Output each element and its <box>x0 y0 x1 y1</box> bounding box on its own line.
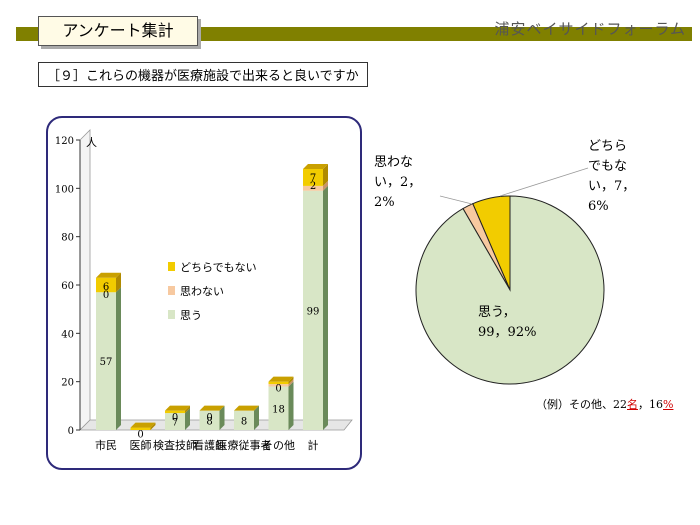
bar-data-label: 2 <box>310 181 316 192</box>
bar-side <box>219 405 225 430</box>
pie-slice-label: 2% <box>374 195 395 210</box>
bar-side <box>116 272 121 293</box>
bar-data-label: 99 <box>307 306 320 317</box>
legend-swatch <box>168 262 175 271</box>
pie-slice-label: 99，92% <box>478 325 536 340</box>
bar-top-cap <box>234 405 259 411</box>
x-category-label: 検査技師 <box>153 438 197 452</box>
pie-slice <box>415 195 605 385</box>
legend-swatch <box>168 310 175 319</box>
footnote: （例）その他、22名，16% <box>536 396 673 412</box>
x-category-label: その他 <box>262 439 295 452</box>
bar-side <box>288 381 294 430</box>
pie-slice-label: どちら <box>588 139 627 154</box>
bar-segment <box>130 427 151 430</box>
question-label: ［９］これらの機器が医療施設で出来ると良いですか <box>38 62 368 87</box>
pie-slice-label: でもな <box>588 159 627 174</box>
legend-label: 思わない <box>180 285 224 298</box>
bar-top-cap <box>130 422 156 428</box>
bar-data-label: 0 <box>137 430 143 441</box>
bar-segment <box>96 292 116 430</box>
bar-data-label: 0 <box>172 413 178 424</box>
pie-slice-label: い，7， <box>588 179 635 194</box>
bar-segment <box>234 410 254 430</box>
x-category-label: 看護師 <box>193 438 226 452</box>
bar-segment <box>303 190 323 430</box>
bar-segment <box>268 381 289 385</box>
bar-side <box>288 379 294 387</box>
y-tick-label: 120 <box>55 136 74 147</box>
footnote-pct: % <box>663 398 674 411</box>
y-tick-label: 80 <box>61 233 74 244</box>
bar-segment <box>303 169 323 186</box>
x-category-label: 市民 <box>95 438 117 452</box>
legend-swatch <box>168 286 175 295</box>
bar-side-wall <box>79 129 91 431</box>
footnote-prefix: （例）その他、22 <box>536 398 627 411</box>
brand-name: 浦安ベイサイドフォーラム <box>494 20 686 38</box>
pie-slice-label: い，2， <box>374 175 421 190</box>
bar-top-cap <box>165 405 190 411</box>
bar-side <box>323 164 328 186</box>
bar-top-cap <box>268 376 294 382</box>
bar-segment <box>96 277 116 293</box>
pie-slice-label: 思う， <box>478 305 516 320</box>
bar-data-label: 6 <box>103 282 109 293</box>
pie-slice-label: 思わな <box>374 155 413 170</box>
footnote-sep: ，16 <box>638 398 663 411</box>
footnote-unit: 名 <box>627 398 638 411</box>
bar-segment <box>303 185 323 191</box>
bar-top-cap <box>96 272 121 278</box>
bar-data-label: 18 <box>272 404 285 415</box>
pie-leader-line <box>439 195 473 205</box>
page-title-box: アンケート集計 <box>38 16 198 46</box>
bar-data-label: 8 <box>206 416 212 427</box>
bar-top-cap <box>199 405 225 411</box>
y-axis-unit: 人 <box>86 136 97 149</box>
y-tick-label: 20 <box>61 378 74 389</box>
bar-side <box>116 287 121 430</box>
bar-segment <box>165 410 185 414</box>
bar-data-label: 57 <box>100 357 113 368</box>
bar-data-label: 8 <box>241 416 247 427</box>
legend-label: どちらでもない <box>180 261 257 274</box>
y-tick-label: 0 <box>68 426 74 437</box>
bar-data-label: 7 <box>310 173 316 184</box>
bar-side <box>323 185 328 430</box>
bar-side <box>150 422 156 430</box>
page-title: アンケート集計 <box>62 21 174 40</box>
bar-segment <box>268 384 289 387</box>
y-tick-label: 40 <box>61 329 74 340</box>
bar-side <box>185 408 190 430</box>
y-tick-label: 100 <box>55 184 74 195</box>
legend-label: 思う <box>180 309 202 322</box>
bar-side <box>254 405 259 430</box>
bar-data-label: 7 <box>172 418 178 429</box>
x-category-label: 医師 <box>130 439 152 452</box>
bar-data-label: 0 <box>103 290 109 301</box>
pie-slice-label: 6% <box>588 199 609 214</box>
y-tick-label: 60 <box>61 281 74 292</box>
bar-top-cap <box>303 164 328 169</box>
pie-leader-line <box>499 167 589 197</box>
bar-side <box>323 180 328 191</box>
bar-segment <box>165 413 185 430</box>
x-category-label: 計 <box>308 438 319 452</box>
x-category-label: 医療従事者 <box>217 438 272 452</box>
bar-segment <box>268 386 289 430</box>
bar-data-label: 0 <box>275 384 281 395</box>
bar-side <box>288 376 294 385</box>
bar-segment <box>199 410 220 430</box>
bar-data-label: 0 <box>206 413 212 424</box>
bar-side <box>185 405 190 414</box>
